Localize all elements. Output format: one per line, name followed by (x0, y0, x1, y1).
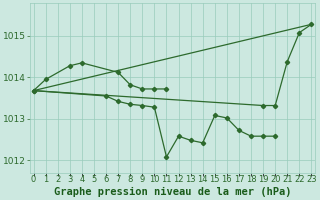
X-axis label: Graphe pression niveau de la mer (hPa): Graphe pression niveau de la mer (hPa) (54, 187, 291, 197)
